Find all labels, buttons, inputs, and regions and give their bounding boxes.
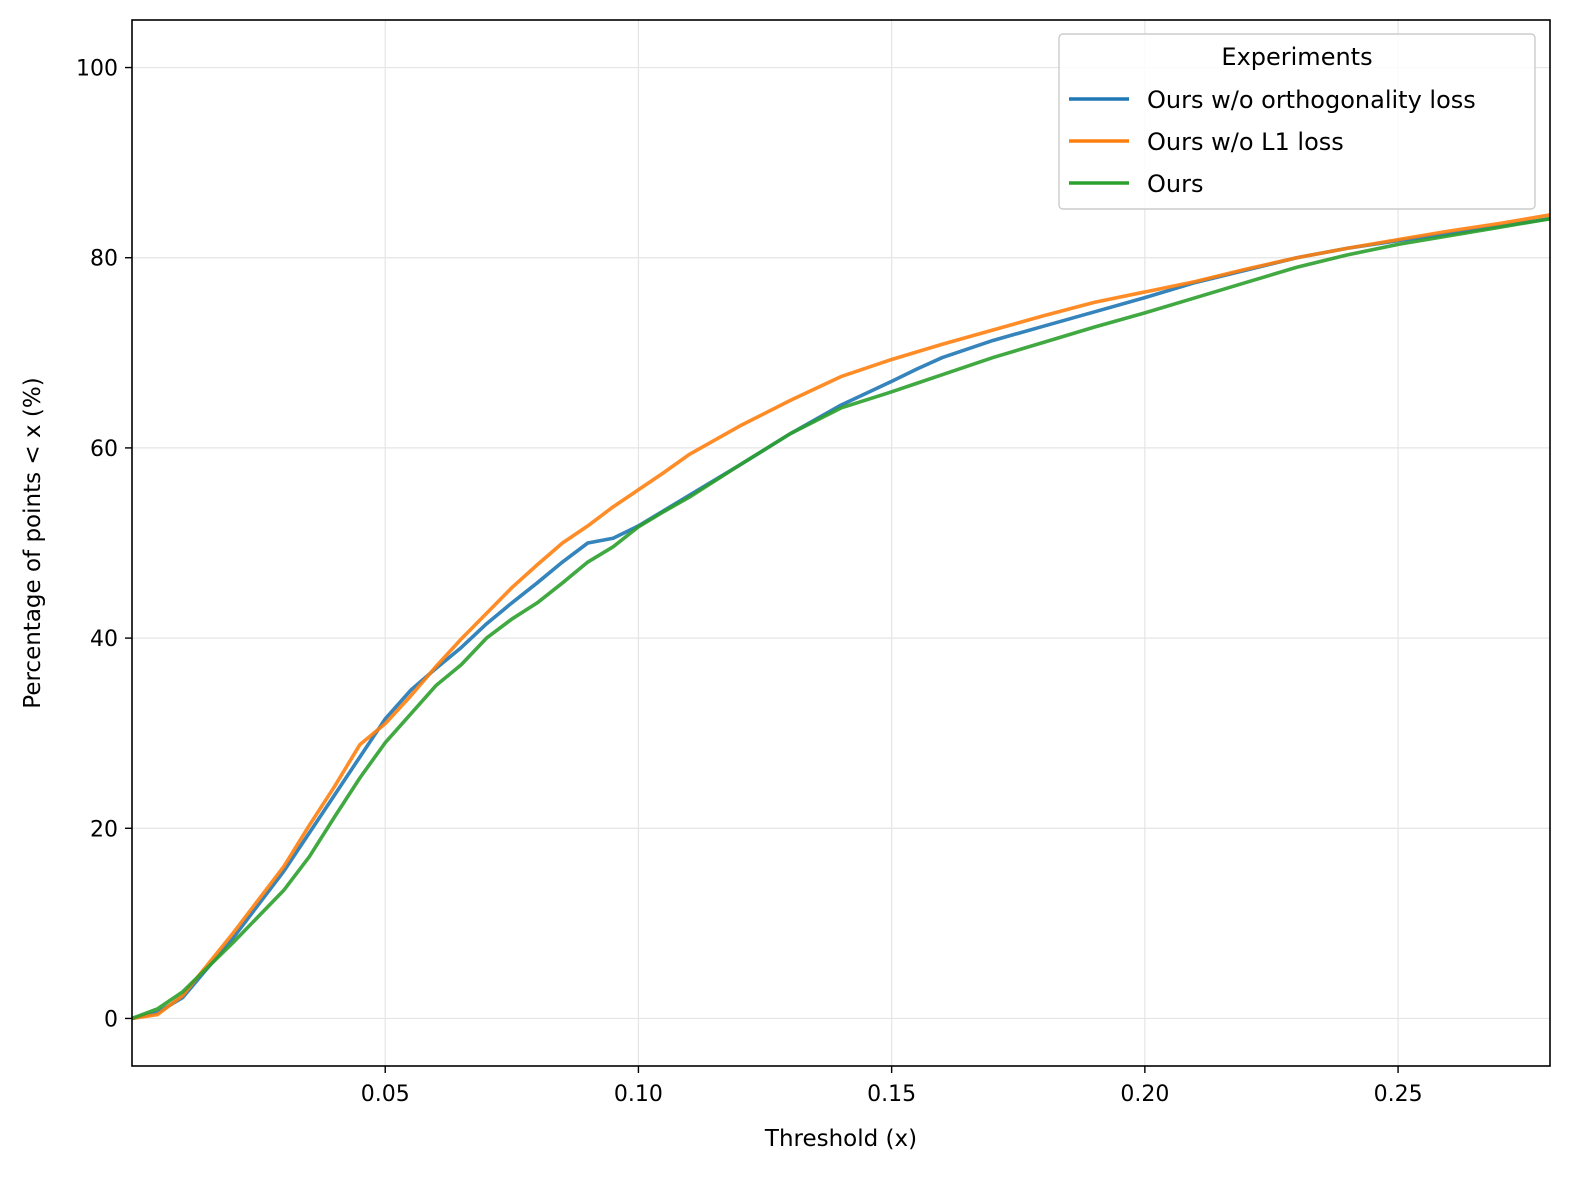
y-tick-label: 100 <box>76 57 118 82</box>
x-axis-label: Threshold (x) <box>764 1126 917 1152</box>
legend-label: Ours w/o L1 loss <box>1147 128 1344 156</box>
series-lines <box>132 213 1550 1021</box>
series-line-1 <box>132 216 1550 1021</box>
x-tick-label: 0.05 <box>361 1082 410 1107</box>
y-tick-label: 0 <box>104 1007 118 1032</box>
axis-ticks: 0.05 0.10 0.15 0.20 0.25 0 20 40 60 80 100 <box>76 57 1423 1107</box>
legend-label: Ours <box>1147 170 1203 198</box>
y-tick-label: 40 <box>90 627 118 652</box>
legend-box <box>1058 33 1536 210</box>
y-axis-label: Percentage of points < x (%) <box>20 377 46 708</box>
plot-frame <box>131 19 1551 1067</box>
legend-title: Experiments <box>1221 43 1372 71</box>
y-tick-label: 80 <box>90 247 118 272</box>
legend: Experiments Ours w/o orthogonality lossO… <box>1058 33 1536 210</box>
x-tick-label: 0.20 <box>1120 1082 1169 1107</box>
series-line-2 <box>132 213 1550 1021</box>
y-tick-label: 60 <box>90 437 118 462</box>
x-tick-label: 0.15 <box>867 1082 916 1107</box>
series-line-3 <box>132 216 1550 1021</box>
x-tick-label: 0.25 <box>1374 1082 1423 1107</box>
x-tick-label: 0.10 <box>614 1082 663 1107</box>
legend-label: Ours w/o orthogonality loss <box>1147 86 1476 114</box>
y-tick-label: 20 <box>90 817 118 842</box>
legend-entries: Ours w/o orthogonality loss Ours w/o L1 l… <box>1069 86 1476 198</box>
grid <box>132 20 1550 1066</box>
